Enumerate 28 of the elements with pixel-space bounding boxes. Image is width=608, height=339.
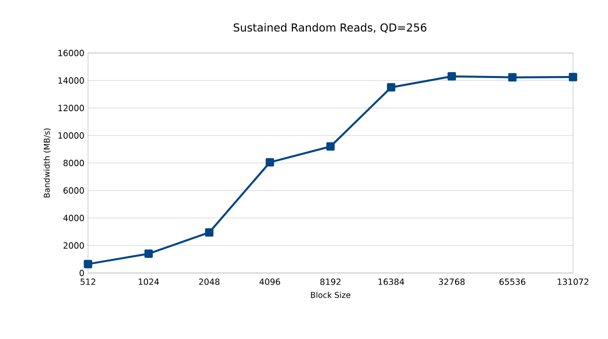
x-tick-label: 65536 <box>500 278 526 285</box>
point <box>84 260 92 268</box>
y-tick-label: 10000 <box>58 132 84 139</box>
y-tick-label: 8000 <box>64 160 84 166</box>
y-tick-label: 2000 <box>64 242 84 249</box>
x-tick-label: 8192 <box>320 278 340 285</box>
x-tick-label: 16384 <box>378 278 404 285</box>
x-tick-label: 2048 <box>199 278 220 285</box>
x-tick-label: 512 <box>80 278 96 285</box>
point <box>508 73 517 82</box>
y-tick-label: 4000 <box>63 214 84 222</box>
point <box>326 142 335 151</box>
chart-title: Sustained Random Reads, QD=256 <box>234 23 426 33</box>
y-tick-label: 16000 <box>58 50 84 56</box>
y-tick-label: 0 <box>80 270 84 276</box>
point <box>386 83 396 92</box>
point <box>448 72 456 81</box>
x-tick-label: 131072 <box>558 278 588 285</box>
y-tick-label: 14000 <box>58 77 84 84</box>
x-tick-label: 32768 <box>438 278 465 285</box>
x-tick-label: 1024 <box>138 278 159 285</box>
point <box>144 250 153 258</box>
point <box>568 72 578 82</box>
x-tick-label: 4096 <box>260 278 280 285</box>
y-tick-label: 12000 <box>58 104 84 112</box>
y-tick-label: 6000 <box>64 187 84 194</box>
point <box>266 158 274 166</box>
point <box>205 228 214 237</box>
